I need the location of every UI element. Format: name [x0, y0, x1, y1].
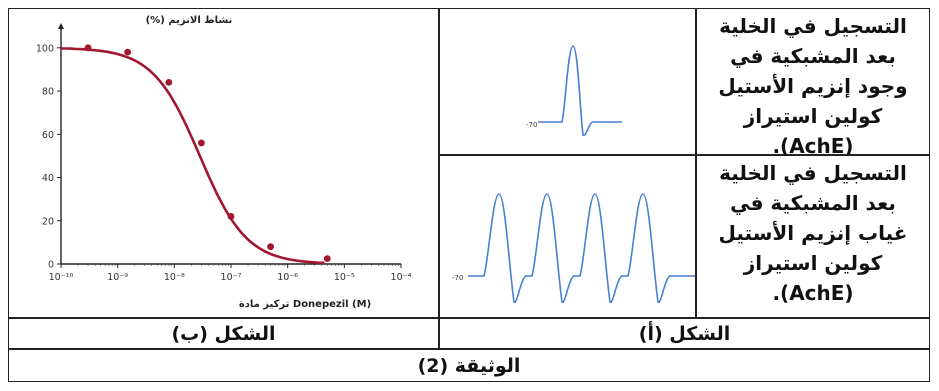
x-tick-label: 10⁻⁸ [164, 272, 185, 283]
caption-column-divider [438, 317, 440, 349]
data-point [84, 44, 92, 52]
figure-b-chart-cell: 0 20 40 60 80 100 10⁻¹⁰ 10⁻⁹ 10⁻⁸ 10⁻⁷ 10⁻⁶ 10⁻⁵ 10⁻… [9, 9, 438, 317]
y-tick-label: 60 [42, 130, 54, 141]
data-point [124, 48, 132, 56]
document-frame: 0 20 40 60 80 100 10⁻¹⁰ 10⁻⁹ 10⁻⁸ 10⁻⁷ 10⁻⁶ 10⁻⁵ 10⁻… [8, 8, 930, 382]
data-point [165, 79, 173, 86]
caption-row-bottom-divider [9, 348, 929, 350]
y-tick-label: 20 [42, 216, 54, 227]
text-column-divider [695, 9, 697, 318]
trace2-baseline-label: -70 [452, 274, 463, 282]
dose-response-curve [60, 47, 325, 265]
data-point [197, 139, 205, 147]
document-caption: الوثيقة (2) [417, 354, 521, 377]
figure-a-caption: الشكل (أ) [638, 322, 731, 345]
trace-cell-with-ache: -70 [440, 9, 695, 154]
x-tick-label: 10⁻⁵ [334, 272, 355, 283]
y-tick-label: 40 [42, 173, 54, 184]
x-tick-label: 10⁻⁴ [391, 272, 412, 283]
x-axis-title: تركيز مادة Donepezil (M) [239, 299, 371, 310]
data-point [267, 243, 275, 251]
figure-a-row-divider [438, 154, 929, 156]
x-tick-label: 10⁻⁹ [107, 272, 128, 283]
column-divider [438, 9, 440, 318]
data-point [227, 213, 235, 220]
action-potential-trace-repetitive [468, 193, 700, 303]
trace-with-ache: -70 [526, 45, 622, 137]
action-potential-trace-single [538, 45, 622, 137]
enzyme-activity-chart: 0 20 40 60 80 100 10⁻¹⁰ 10⁻⁹ 10⁻⁸ 10⁻⁷ 10⁻⁶ 10⁻⁵ 10⁻… [36, 15, 412, 310]
description-without-ache: التسجيل في الخلية بعد المشبكية في غياب إ… [718, 161, 908, 305]
x-tick-label: 10⁻⁷ [221, 272, 242, 283]
figure-b-caption: الشكل (ب) [171, 322, 276, 345]
y-tick-label: 80 [42, 87, 54, 98]
trace-cell-without-ache: -70 [440, 156, 700, 317]
description-with-ache: التسجيل في الخلية بعد المشبكية في وجود إ… [718, 14, 908, 158]
y-axis-arrow [58, 23, 64, 29]
y-axis-title: نشاط الانزيم (%) [146, 15, 233, 26]
data-point [323, 255, 331, 262]
y-tick-label: 0 [48, 260, 54, 271]
y-tick-label: 100 [36, 43, 54, 54]
x-tick-label: 10⁻⁶ [277, 272, 298, 283]
trace1-baseline-label: -70 [526, 121, 537, 129]
caption-row-top-divider [9, 317, 929, 319]
trace-without-ache: -70 [452, 193, 700, 303]
x-tick-label: 10⁻¹⁰ [49, 272, 74, 283]
